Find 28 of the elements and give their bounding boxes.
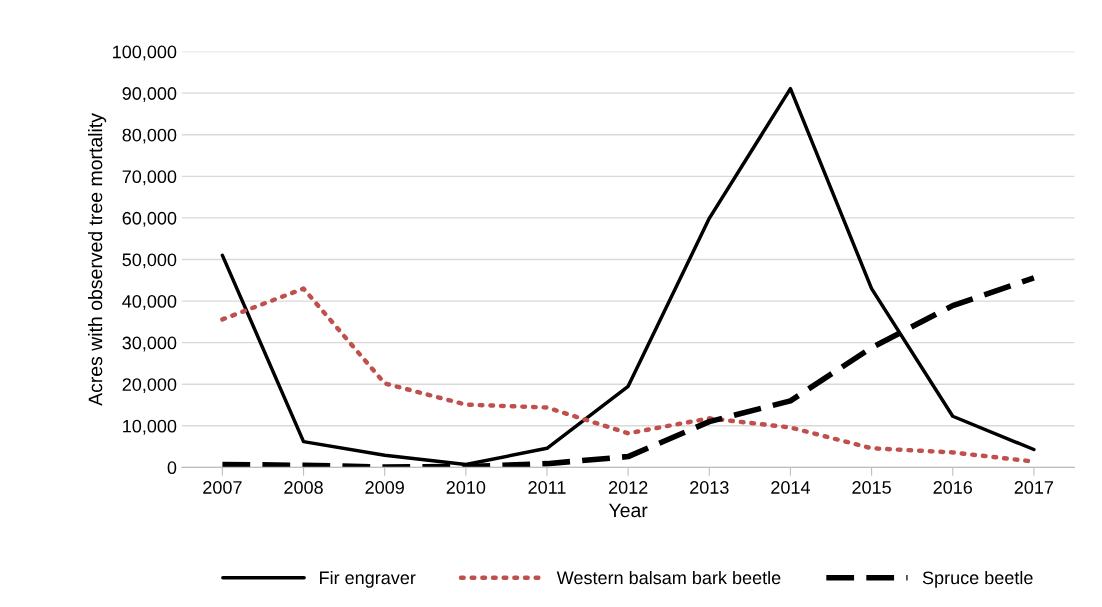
y-tick-label: 50,000 xyxy=(122,253,177,269)
x-tick-label: 2008 xyxy=(284,481,323,494)
legend-label: Fir engraver xyxy=(320,570,416,588)
y-tick-label: 0 xyxy=(167,461,177,475)
x-tick-label: 2017 xyxy=(1014,481,1054,494)
y-tick-label: 10,000 xyxy=(123,419,177,435)
x-tick-label: 2009 xyxy=(365,481,404,494)
line-series xyxy=(220,86,1036,467)
y-tick-label: 60,000 xyxy=(122,211,177,227)
y-tick-label: 40,000 xyxy=(122,295,177,310)
x-tick-label: 2015 xyxy=(852,481,891,494)
x-tick-label: 2013 xyxy=(690,481,729,494)
y-tick-label: 30,000 xyxy=(122,336,177,352)
x-tick-label: 2016 xyxy=(933,481,973,494)
y-tick-label: 80,000 xyxy=(122,128,177,144)
y-axis-title: Acres with observed tree mortality xyxy=(88,113,107,406)
y-tick-label: 70,000 xyxy=(122,170,177,186)
y-tick-label: 90,000 xyxy=(122,87,177,103)
x-axis-title: Year xyxy=(608,503,648,518)
legend-label: Spruce beetle xyxy=(922,570,1033,588)
x-tick-label: 2007 xyxy=(203,481,242,494)
y-tick-label: 100,000 xyxy=(113,45,177,61)
x-tick-label: 2010 xyxy=(446,481,486,494)
x-tick-label: 2012 xyxy=(608,481,648,494)
x-tick-label: 2014 xyxy=(771,481,810,494)
x-tick-label: 2011 xyxy=(528,481,566,494)
legend-label: Western balsam bark beetle xyxy=(556,570,781,585)
y-tick-label: 20,000 xyxy=(122,378,177,394)
